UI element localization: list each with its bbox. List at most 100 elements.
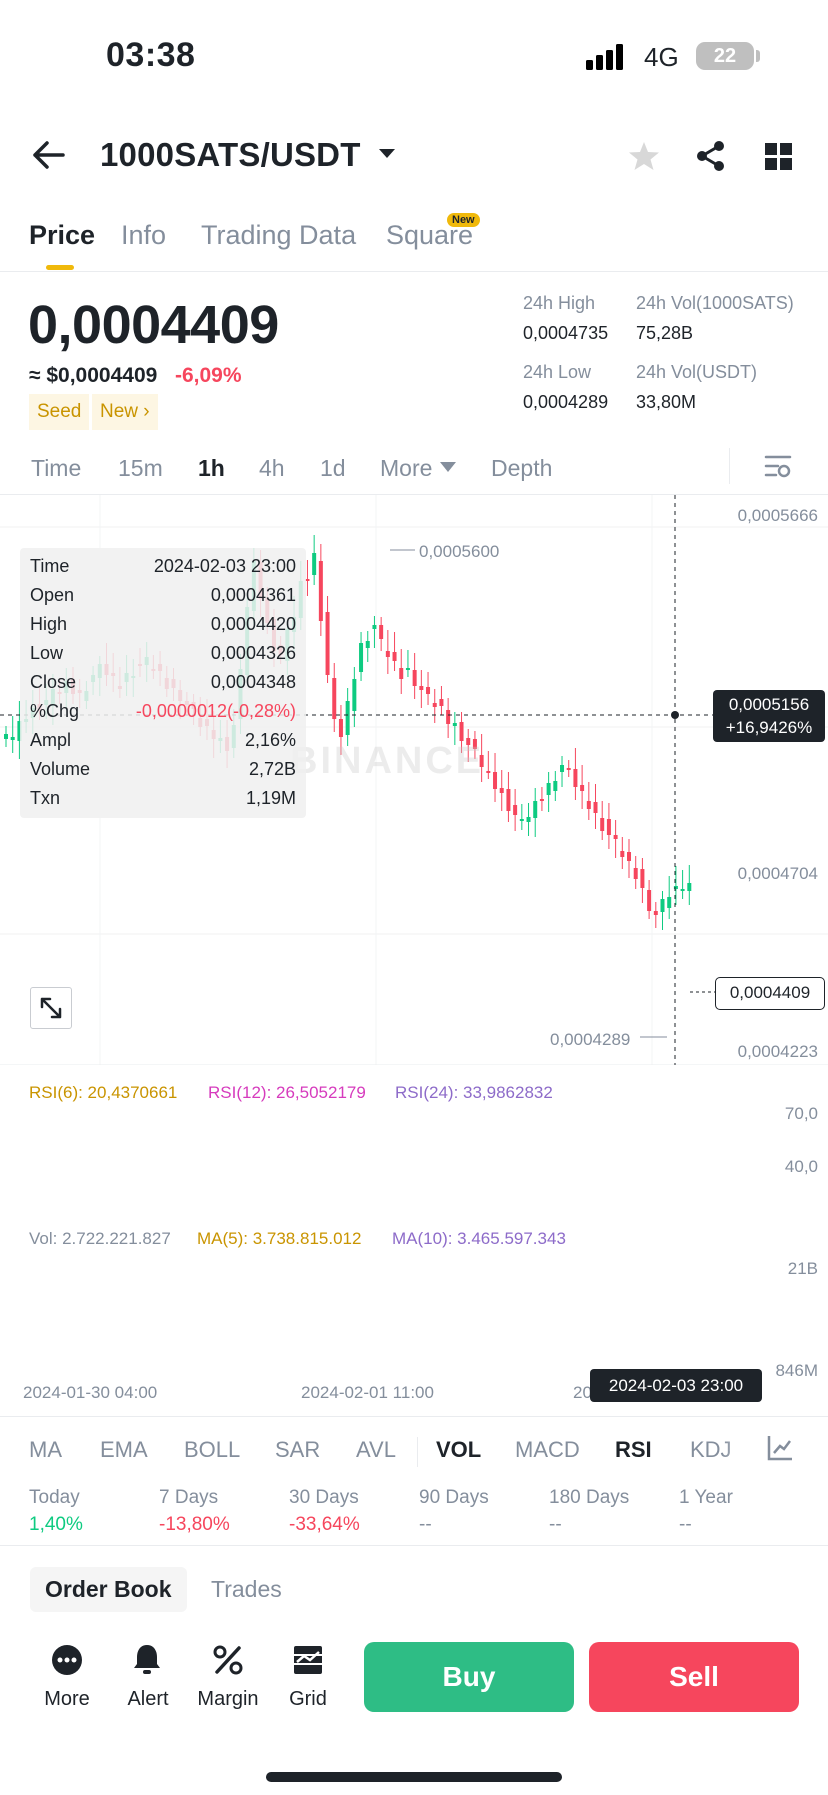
candle-body <box>426 687 431 694</box>
candle-body <box>432 703 437 707</box>
margin-button[interactable]: Margin <box>197 1688 259 1710</box>
candle-body <box>613 835 618 839</box>
chart-bottom-divider <box>0 1416 828 1417</box>
indicator-avl[interactable]: AVL <box>356 1437 396 1462</box>
candle-body <box>452 723 457 726</box>
interval-4h[interactable]: 4h <box>259 455 285 481</box>
interval-more[interactable]: More <box>380 455 433 481</box>
signal-icon <box>586 44 623 70</box>
caret-down-icon[interactable] <box>378 148 396 160</box>
rsi-axis-40: 40,0 <box>784 1157 818 1176</box>
stat-vol-quote-label: 24h Vol(USDT) <box>636 362 758 382</box>
margin-percent-icon[interactable] <box>212 1644 244 1676</box>
tab-info[interactable]: Info <box>121 220 167 250</box>
ohlc-key: Open <box>30 585 75 605</box>
ohlc-key: High <box>30 614 68 634</box>
star-icon[interactable] <box>628 140 660 172</box>
perf-180d-label: 180 Days <box>549 1487 630 1508</box>
candle-body <box>359 643 364 672</box>
crosshair-dot <box>671 711 679 719</box>
stat-low-label: 24h Low <box>523 362 592 382</box>
ohlc-key: Close <box>30 672 77 692</box>
tab-trades[interactable]: Trades <box>211 1576 282 1602</box>
candle-body <box>338 719 343 737</box>
indicator-ema[interactable]: EMA <box>100 1437 148 1462</box>
more-button[interactable]: More <box>44 1688 90 1710</box>
candle-body <box>332 678 337 719</box>
price-usd: ≈ $0,0004409 <box>29 364 158 387</box>
candle-body <box>499 788 504 793</box>
candle-body <box>526 817 531 822</box>
candle-body <box>553 781 558 791</box>
indicator-sar[interactable]: SAR <box>275 1437 321 1462</box>
indicator-boll[interactable]: BOLL <box>184 1437 241 1462</box>
pair-title[interactable]: 1000SATS/USDT <box>100 136 361 173</box>
back-arrow-icon[interactable] <box>32 140 66 170</box>
buy-button[interactable]: Buy <box>364 1642 574 1712</box>
tab-order-book[interactable]: Order Book <box>30 1567 187 1612</box>
rsi-axis-70: 70,0 <box>784 1104 818 1123</box>
interval-1d[interactable]: 1d <box>320 455 346 481</box>
tab-price[interactable]: Price <box>29 220 96 250</box>
candle-body <box>372 625 377 629</box>
network-label: 4G <box>644 42 679 72</box>
indicator-rsi[interactable]: RSI <box>615 1437 652 1462</box>
stat-low: 0,0004289 <box>523 392 609 412</box>
indicator-vol[interactable]: VOL <box>436 1437 482 1462</box>
rsi6-label: RSI(6): 20,4370661 <box>29 1083 178 1102</box>
binance-watermark: BINANCE <box>290 740 485 782</box>
candle-body <box>379 625 384 639</box>
alert-bell-icon[interactable] <box>132 1643 162 1675</box>
stat-high-label: 24h High <box>523 293 596 313</box>
vol-ma10-label: MA(10): 3.465.597.343 <box>392 1229 566 1248</box>
ohlc-row-volume: Volume 2,72B <box>30 759 296 785</box>
expand-icon <box>40 997 62 1019</box>
price-change: -6,09% <box>175 364 242 387</box>
grid-button[interactable]: Grid <box>289 1688 327 1710</box>
candle-body <box>472 739 477 749</box>
ohlc-row-ampl: Ampl 2,16% <box>30 730 296 756</box>
candle-body <box>412 670 417 686</box>
grid-bot-icon[interactable] <box>292 1644 324 1676</box>
indicator-settings-icon[interactable] <box>766 1434 794 1462</box>
candle-body <box>606 819 611 835</box>
expand-chart-button[interactable] <box>30 987 72 1029</box>
stat-high: 0,0004735 <box>523 323 609 343</box>
tab-active-indicator <box>46 265 74 270</box>
interval-depth[interactable]: Depth <box>491 455 553 481</box>
chart-settings-icon[interactable] <box>764 454 792 480</box>
perf-today-label: Today <box>29 1487 80 1508</box>
perf-90d-label: 90 Days <box>419 1487 489 1508</box>
ohlc-key: Volume <box>30 759 91 779</box>
performance-divider <box>0 1545 828 1546</box>
crosshair-date-tag: 2024-02-03 23:00 <box>590 1369 762 1402</box>
candle-body <box>486 771 491 773</box>
min-price-label: 0,0004289 <box>550 1030 631 1049</box>
interval-1h[interactable]: 1h <box>198 455 225 481</box>
indicator-ma[interactable]: MA <box>29 1437 62 1462</box>
candle-body <box>533 801 538 818</box>
interval-15m[interactable]: 15m <box>118 455 163 481</box>
share-icon[interactable] <box>695 140 727 172</box>
candle-body <box>660 899 665 912</box>
ohlc-key: %Chg <box>30 701 80 721</box>
price-axis-low: 0,0004223 <box>737 1042 818 1061</box>
candle-body <box>459 722 464 741</box>
candle-body <box>479 755 484 767</box>
ohlc-key: Ampl <box>30 730 72 750</box>
candle-body <box>493 772 498 789</box>
vol-axis-top: 21B <box>787 1259 818 1278</box>
alert-button[interactable]: Alert <box>127 1688 169 1710</box>
indicator-macd[interactable]: MACD <box>515 1437 580 1462</box>
tab-trading-data[interactable]: Trading Data <box>201 220 357 250</box>
candle-body <box>325 612 330 675</box>
ohlc-row-high: High 0,0004420 <box>30 614 296 640</box>
tag-new[interactable]: New › <box>92 394 158 430</box>
ohlc-row-chg: %Chg -0,0000012(-0,28%) <box>30 701 296 727</box>
candle-body <box>318 561 323 621</box>
interval-time[interactable]: Time <box>31 455 82 481</box>
grid-menu-icon[interactable] <box>765 143 793 171</box>
tag-seed[interactable]: Seed <box>29 394 90 430</box>
sell-button[interactable]: Sell <box>589 1642 799 1712</box>
more-dots-icon[interactable] <box>51 1644 83 1676</box>
